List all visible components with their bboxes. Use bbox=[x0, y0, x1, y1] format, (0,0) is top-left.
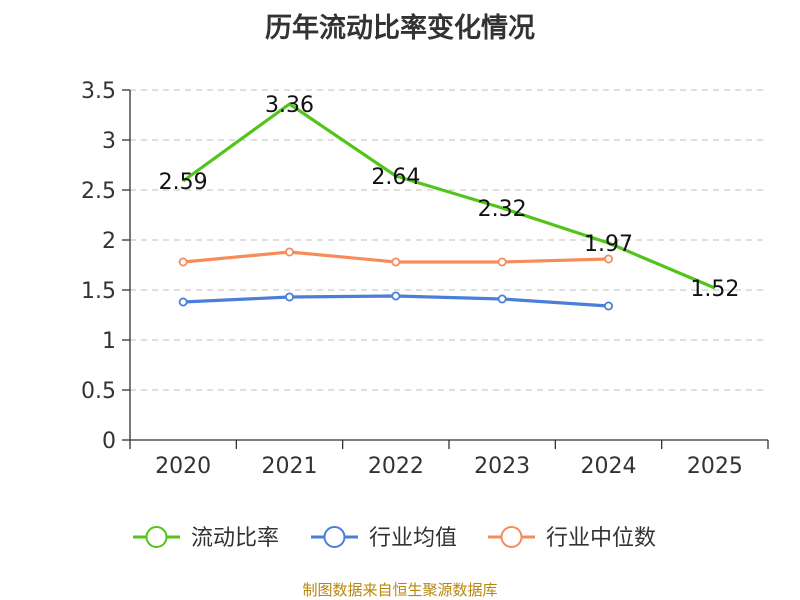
series-point bbox=[604, 301, 614, 311]
series-point bbox=[497, 294, 507, 304]
data-labels: 2.59 3.36 2.64 2.32 1.97 1.52 bbox=[159, 93, 740, 302]
data-label: 3.36 bbox=[265, 93, 314, 118]
y-tick-label: 3.5 bbox=[81, 79, 116, 104]
data-label: 1.97 bbox=[584, 232, 633, 257]
legend: 流动比率 行业均值 行业中位数 bbox=[133, 526, 656, 551]
data-label: 2.64 bbox=[371, 165, 420, 190]
series-point bbox=[284, 247, 294, 257]
data-label: 1.52 bbox=[690, 277, 739, 302]
x-axis: 2020 2021 2022 2023 2024 2025 bbox=[129, 439, 769, 479]
series-point bbox=[391, 257, 401, 267]
y-tick-label: 3 bbox=[102, 129, 116, 154]
chart-title: 历年流动比率变化情况 bbox=[265, 13, 535, 44]
y-axis: 0 0.5 1 1.5 2 2.5 3 3.5 bbox=[81, 79, 131, 454]
legend-label: 流动比率 bbox=[191, 526, 279, 551]
legend-marker bbox=[145, 526, 168, 548]
y-tick-label: 1.5 bbox=[81, 279, 116, 304]
series-point bbox=[284, 292, 294, 302]
series-line-0 bbox=[182, 102, 716, 290]
x-tick-label: 2023 bbox=[474, 454, 530, 479]
legend-item[interactable]: 流动比率 bbox=[133, 526, 279, 551]
legend-marker bbox=[323, 526, 346, 548]
series-point bbox=[497, 257, 507, 267]
data-label: 2.32 bbox=[478, 197, 527, 222]
legend-label: 行业中位数 bbox=[546, 526, 656, 551]
data-source-note: 制图数据来自恒生聚源数据库 bbox=[302, 581, 498, 599]
data-label: 2.59 bbox=[159, 170, 208, 195]
x-tick-label: 2024 bbox=[581, 454, 637, 479]
x-tick-label: 2025 bbox=[687, 454, 743, 479]
series-point bbox=[391, 291, 401, 301]
y-tick-label: 2 bbox=[102, 229, 116, 254]
series-point bbox=[604, 254, 614, 264]
legend-label: 行业均值 bbox=[369, 526, 457, 551]
x-tick-label: 2022 bbox=[368, 454, 424, 479]
series-point bbox=[178, 257, 188, 267]
y-tick-label: 1 bbox=[102, 329, 116, 354]
legend-item[interactable]: 行业中位数 bbox=[488, 526, 656, 551]
legend-marker bbox=[500, 526, 523, 548]
x-tick-label: 2020 bbox=[155, 454, 211, 479]
y-tick-label: 2.5 bbox=[81, 179, 116, 204]
legend-item[interactable]: 行业均值 bbox=[311, 526, 457, 551]
y-tick-label: 0 bbox=[102, 429, 116, 454]
x-tick-label: 2021 bbox=[262, 454, 318, 479]
y-tick-label: 0.5 bbox=[81, 379, 116, 404]
series-point bbox=[178, 297, 188, 307]
series-lines bbox=[178, 102, 716, 311]
grid-lines bbox=[130, 89, 768, 391]
